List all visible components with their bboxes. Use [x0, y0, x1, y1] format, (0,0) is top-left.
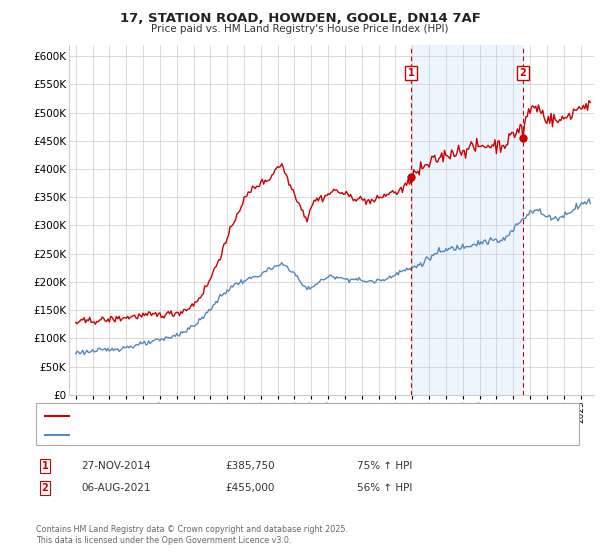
Text: 17, STATION ROAD, HOWDEN, GOOLE, DN14 7AF (detached house): 17, STATION ROAD, HOWDEN, GOOLE, DN14 7A…: [75, 411, 392, 421]
Text: 2: 2: [41, 483, 49, 493]
Text: 17, STATION ROAD, HOWDEN, GOOLE, DN14 7AF: 17, STATION ROAD, HOWDEN, GOOLE, DN14 7A…: [119, 12, 481, 25]
Text: 56% ↑ HPI: 56% ↑ HPI: [357, 483, 412, 493]
Text: 27-NOV-2014: 27-NOV-2014: [81, 461, 151, 471]
Text: 06-AUG-2021: 06-AUG-2021: [81, 483, 151, 493]
Bar: [411, 45, 523, 395]
Text: 75% ↑ HPI: 75% ↑ HPI: [357, 461, 412, 471]
Text: Contains HM Land Registry data © Crown copyright and database right 2025.
This d: Contains HM Land Registry data © Crown c…: [36, 525, 348, 545]
Text: 1: 1: [407, 68, 414, 78]
Text: £455,000: £455,000: [225, 483, 274, 493]
Text: 1: 1: [41, 461, 49, 471]
Text: 2: 2: [520, 68, 526, 78]
Text: £385,750: £385,750: [225, 461, 275, 471]
Text: HPI: Average price, detached house, East Riding of Yorkshire: HPI: Average price, detached house, East…: [75, 430, 362, 439]
Text: Price paid vs. HM Land Registry's House Price Index (HPI): Price paid vs. HM Land Registry's House …: [151, 24, 449, 34]
